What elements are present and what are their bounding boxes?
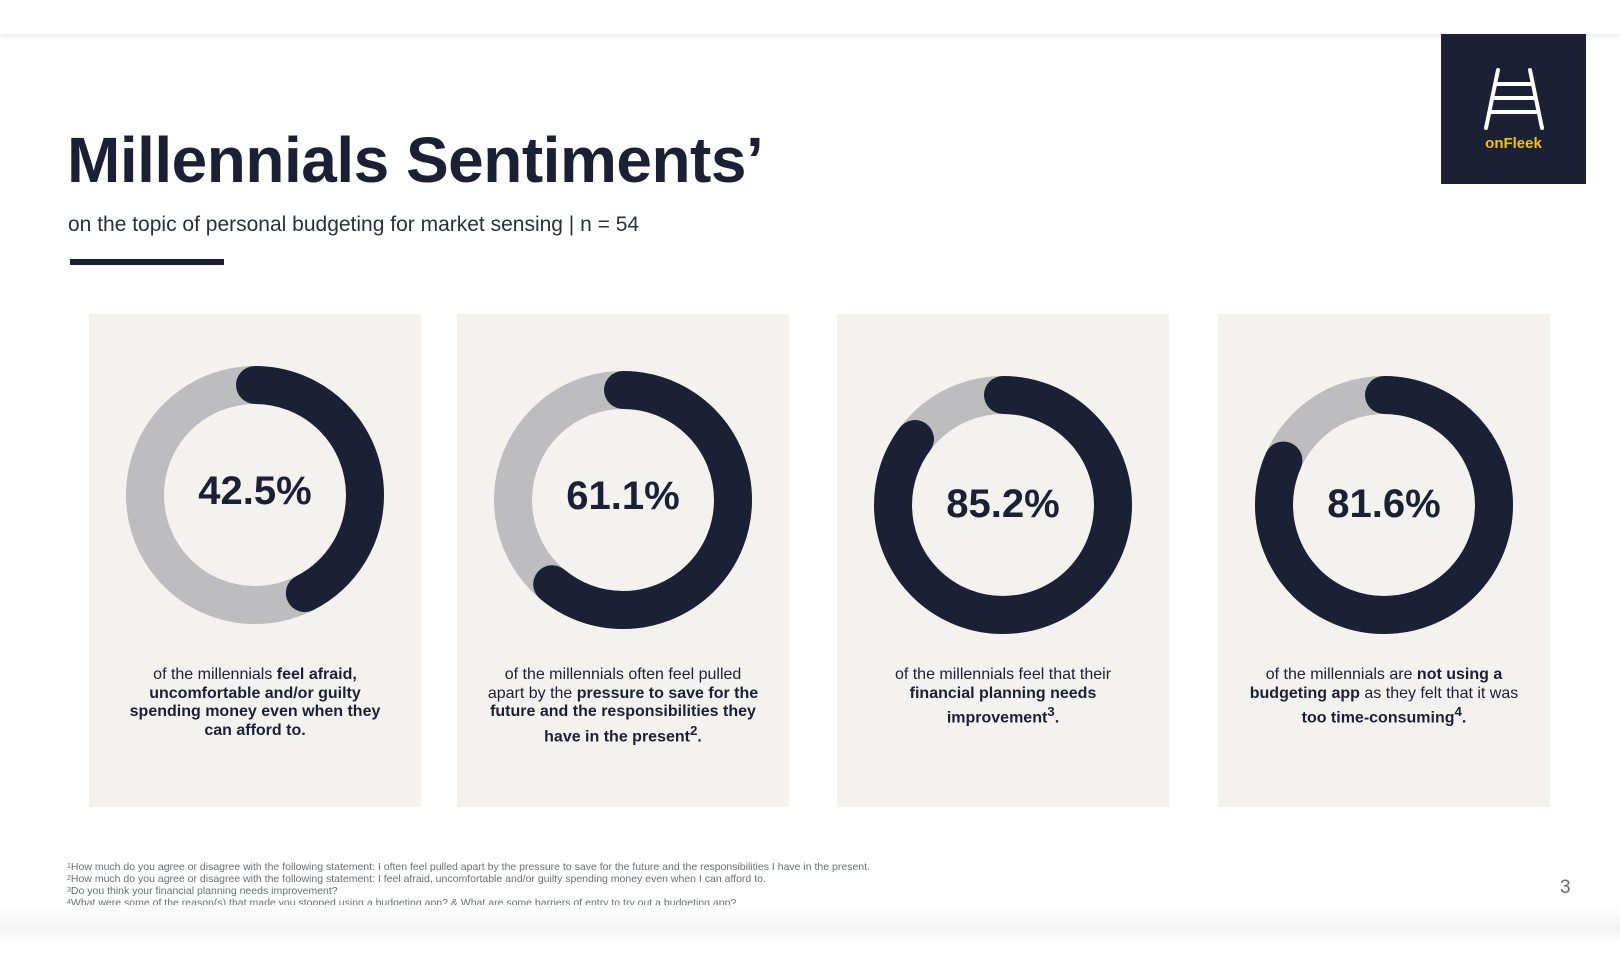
caption-highlight: feel afraid, uncomfortable and/or guilty… bbox=[129, 666, 381, 739]
stat-card-3: 85.2% of the millennials feel that their… bbox=[837, 314, 1169, 807]
donut-value-3: 85.2% bbox=[946, 482, 1060, 526]
stat-caption-4: of the millennials are not using a budge… bbox=[1248, 666, 1520, 728]
caption-end: . bbox=[1054, 709, 1060, 727]
footnote: 1How much do you agree or disagree with … bbox=[67, 861, 870, 873]
donut-chart-3 bbox=[874, 376, 1132, 634]
footnote: 3Do you think your financial planning ne… bbox=[67, 885, 338, 897]
donut-chart-1 bbox=[126, 366, 384, 624]
caption-text: of the millennials are bbox=[1265, 666, 1417, 683]
donut-value-2: 61.1% bbox=[566, 474, 680, 518]
caption-text: of the millennials bbox=[153, 666, 277, 683]
donut-value-1: 42.5% bbox=[198, 469, 312, 513]
caption-highlight: not using a budgeting app bbox=[1249, 666, 1503, 702]
donut-chart-2 bbox=[494, 371, 752, 629]
donut-value-4: 81.6% bbox=[1327, 482, 1441, 526]
footnote: 2How much do you agree or disagree with … bbox=[67, 873, 766, 885]
caption-text: of the millennials often feel pulled apa… bbox=[487, 666, 742, 702]
logo-text: onFleek bbox=[1485, 135, 1542, 152]
caption-highlight: pressure to save for the future and the … bbox=[490, 684, 759, 745]
caption-footnote-ref: 4 bbox=[1454, 704, 1462, 719]
caption-end: . bbox=[1461, 709, 1467, 727]
caption-footnote-ref: 3 bbox=[1047, 704, 1055, 719]
caption-highlight: financial planning needs improvement bbox=[909, 684, 1097, 727]
brand-logo: onFleek bbox=[1441, 34, 1586, 184]
donut-chart-4 bbox=[1255, 376, 1513, 634]
page-subtitle: on the topic of personal budgeting for m… bbox=[68, 213, 640, 236]
stat-caption-2: of the millennials often feel pulled apa… bbox=[487, 666, 759, 746]
donut-arc-4 bbox=[1255, 376, 1513, 634]
caption-text-2: as they felt that it was bbox=[1359, 684, 1519, 702]
stat-caption-3: of the millennials feel that their finan… bbox=[867, 666, 1139, 728]
stat-card-1: 42.5% of the millennials feel afraid, un… bbox=[89, 314, 421, 807]
stat-caption-1: of the millennials feel afraid, uncomfor… bbox=[119, 666, 391, 740]
donut-arc-3 bbox=[874, 376, 1132, 634]
stat-card-2: 61.1% of the millennials often feel pull… bbox=[457, 314, 789, 807]
title-underline bbox=[70, 259, 224, 265]
top-bar bbox=[0, 0, 1620, 34]
donut-arc-2 bbox=[494, 371, 752, 629]
page-title: Millennials Sentiments’ bbox=[67, 124, 764, 196]
caption-footnote-ref: 2 bbox=[689, 722, 698, 738]
caption-highlight-2: too time-consuming bbox=[1301, 709, 1455, 727]
caption-end: . bbox=[697, 727, 702, 745]
donut-arc-1 bbox=[126, 366, 384, 624]
stat-card-4: 81.6% of the millennials are not using a… bbox=[1218, 314, 1550, 807]
bottom-shadow bbox=[0, 905, 1620, 945]
page-number: 3 bbox=[1560, 877, 1571, 898]
ladder-icon bbox=[1484, 68, 1544, 130]
caption-text: of the millennials feel that their bbox=[894, 666, 1112, 683]
footnotes: 1How much do you agree or disagree with … bbox=[67, 861, 1167, 909]
